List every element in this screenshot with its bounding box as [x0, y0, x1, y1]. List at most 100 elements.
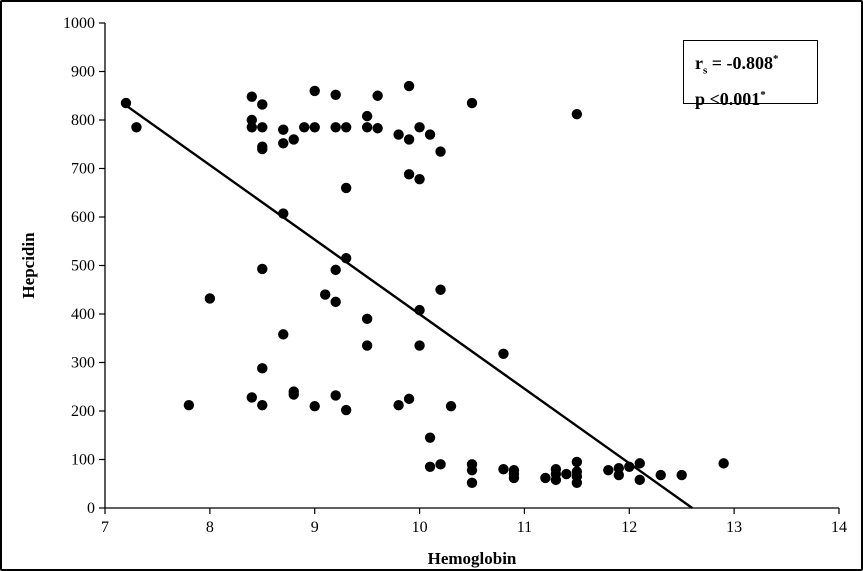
data-point [414, 173, 425, 185]
y-tick-label: 700 [71, 161, 95, 178]
data-point [393, 129, 404, 140]
data-point [424, 129, 436, 140]
data-point [445, 400, 457, 412]
data-point [603, 464, 614, 476]
data-point [288, 134, 299, 145]
data-point [361, 313, 373, 325]
data-point [403, 169, 415, 180]
data-point [634, 458, 645, 469]
data-point [655, 469, 666, 481]
data-point [299, 122, 310, 133]
data-point [340, 122, 352, 133]
data-point [424, 461, 436, 472]
data-point [508, 472, 520, 484]
data-point [246, 122, 257, 133]
data-point [414, 122, 425, 133]
data-point [131, 122, 142, 133]
y-tick-label: 400 [71, 306, 95, 323]
data-point [330, 122, 341, 133]
data-point [393, 399, 404, 411]
data-point [309, 85, 320, 97]
data-point [466, 464, 478, 476]
x-tick-label: 11 [517, 519, 532, 536]
x-tick-label: 13 [726, 519, 742, 536]
data-point [340, 182, 352, 194]
data-point [278, 208, 289, 219]
data-point [340, 404, 352, 416]
y-tick-label: 900 [71, 64, 95, 81]
tick-marks [99, 22, 840, 514]
data-point [309, 400, 320, 412]
correlation-annotation: rs = -0.808* p <0.001* [683, 40, 818, 109]
data-point [372, 90, 383, 101]
data-point [676, 469, 687, 481]
data-point [435, 459, 446, 470]
data-point [624, 461, 635, 472]
data-point [634, 474, 645, 486]
y-tick-label: 1000 [63, 15, 95, 32]
data-point [257, 143, 268, 155]
data-point [498, 464, 509, 475]
data-point [498, 348, 509, 359]
x-tick-label: 9 [311, 519, 319, 536]
data-point [466, 97, 478, 109]
data-point [361, 110, 373, 122]
data-point [120, 97, 132, 109]
data-point [340, 253, 352, 264]
data-point [257, 363, 268, 374]
trendline [125, 104, 693, 509]
data-point [571, 108, 583, 120]
y-axis-title: Hepcidin [19, 232, 38, 299]
data-point [257, 122, 268, 133]
x-tick-label: 14 [831, 519, 847, 536]
y-tick-label: 500 [71, 258, 95, 275]
data-point [613, 469, 624, 481]
y-tick-label: 200 [71, 403, 95, 420]
data-point [414, 304, 425, 316]
data-point [246, 392, 257, 403]
data-point [330, 264, 341, 276]
p-value-line: p <0.001* [695, 88, 766, 109]
trendline-group [125, 104, 693, 509]
data-point [403, 134, 415, 145]
data-point [435, 284, 446, 295]
data-point [246, 91, 257, 102]
data-point [330, 390, 341, 401]
data-point [204, 293, 216, 304]
data-point [424, 432, 436, 443]
data-points [120, 80, 729, 488]
data-point [278, 138, 289, 149]
data-point [403, 393, 415, 405]
data-point [320, 289, 331, 300]
data-point [257, 99, 268, 110]
data-point [571, 456, 583, 468]
data-point [361, 340, 373, 351]
x-tick-label: 12 [621, 519, 637, 536]
data-point [414, 340, 425, 351]
data-point [183, 399, 195, 411]
data-point [561, 468, 572, 480]
y-tick-label: 300 [71, 355, 95, 372]
x-tick-label: 10 [412, 519, 428, 536]
y-tick-label: 0 [87, 500, 95, 517]
correlation-line: rs = -0.808* [695, 53, 779, 77]
data-point [571, 477, 583, 488]
data-point [466, 477, 478, 488]
data-point [718, 458, 729, 469]
data-point [257, 399, 268, 411]
data-point [435, 146, 446, 157]
data-point [309, 122, 320, 133]
x-tick-label: 8 [206, 519, 214, 536]
x-axis-title: Hemoglobin [428, 549, 517, 568]
y-tick-label: 100 [71, 452, 95, 469]
data-point [278, 329, 289, 340]
data-point [330, 296, 341, 308]
data-point [403, 80, 415, 92]
data-point [361, 122, 373, 133]
y-tick-label: 800 [71, 112, 95, 129]
data-point [257, 263, 268, 275]
data-point [550, 474, 562, 486]
tick-labels: 7 8 9 10 11 12 13 14 0 100 200 300 400 500 600 700 800 90… [63, 15, 847, 536]
